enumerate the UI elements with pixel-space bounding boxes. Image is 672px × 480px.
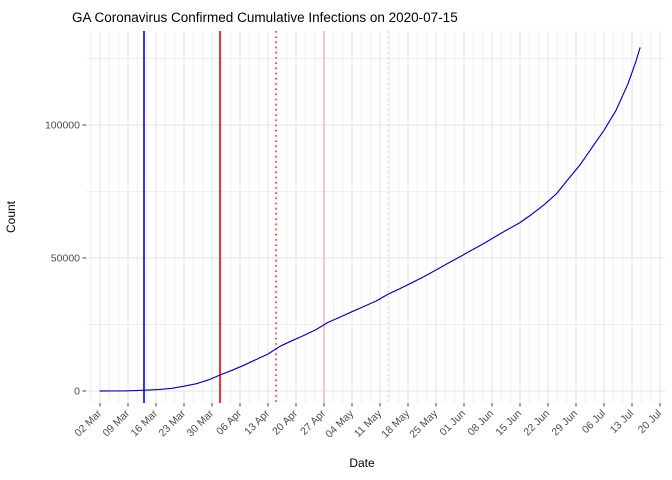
x-tick-label: 16 Mar <box>129 407 161 439</box>
x-tick-label: 13 Jul <box>608 408 636 436</box>
x-tick-label: 15 Jun <box>493 408 524 439</box>
x-tick-label: 23 Mar <box>157 407 189 439</box>
x-tick-label: 06 Apr <box>214 407 244 437</box>
gridlines <box>86 31 665 403</box>
y-tick-label: 0 <box>74 386 80 398</box>
x-tick-label: 06 Jul <box>580 408 608 436</box>
y-tick-labels: 0 50000 100000 <box>45 120 80 398</box>
x-tick-label: 22 Jun <box>521 408 552 439</box>
axis-ticks <box>82 124 661 407</box>
infection-curve <box>99 47 641 392</box>
x-tick-label: 20 Jul <box>636 408 664 436</box>
x-tick-label: 11 May <box>352 407 385 440</box>
x-tick-label: 02 Mar <box>73 407 105 439</box>
x-tick-label: 08 Jun <box>465 408 496 439</box>
x-tick-label: 29 Jun <box>549 408 580 439</box>
chart-title: GA Coronavirus Confirmed Cumulative Infe… <box>72 10 458 25</box>
x-tick-label: 25 May <box>407 407 440 440</box>
x-tick-label: 13 Apr <box>242 407 272 437</box>
y-tick-label: 50000 <box>51 253 80 265</box>
y-axis-title: Count <box>4 200 18 233</box>
series-line <box>99 47 641 392</box>
x-tick-label: 20 Apr <box>270 407 300 437</box>
x-tick-label: 18 May <box>379 407 412 440</box>
reference-vlines <box>143 31 389 403</box>
x-tick-label: 30 Mar <box>185 407 217 439</box>
x-tick-label: 09 Mar <box>101 407 133 439</box>
x-axis-title: Date <box>349 456 375 470</box>
y-tick-label: 100000 <box>45 120 80 132</box>
x-tick-label: 04 May <box>323 407 356 440</box>
x-tick-label: 01 Jun <box>437 408 468 439</box>
